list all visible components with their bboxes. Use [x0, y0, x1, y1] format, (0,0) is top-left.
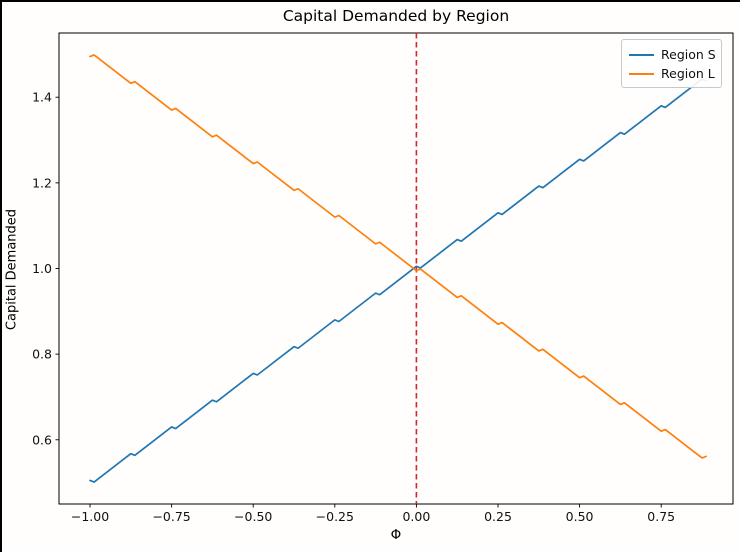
y-tick-label: 0.6: [32, 432, 52, 447]
y-tick-label: 1.0: [32, 261, 52, 276]
x-tick-label: −0.25: [316, 509, 354, 524]
legend-label-region-s: Region S: [661, 47, 716, 62]
x-axis-label: Φ: [390, 527, 402, 543]
x-tick-label: −1.00: [71, 509, 109, 524]
legend-item-region-s: Region S: [629, 45, 716, 64]
legend-item-region-l: Region L: [629, 64, 715, 83]
x-tick-label: −0.75: [152, 509, 190, 524]
legend-label-region-l: Region L: [661, 66, 715, 81]
x-tick-label: 0.25: [484, 509, 512, 524]
chart-title: Capital Demanded by Region: [282, 7, 510, 25]
region-s-line-swatch: [629, 53, 654, 56]
y-axis-label: Capital Demanded: [4, 208, 20, 331]
legend: Region S Region L: [621, 39, 722, 88]
axes-spines: [58, 32, 734, 505]
series-line-region-l: [89, 54, 707, 459]
y-tick-label: 1.2: [32, 175, 52, 190]
y-tick-label: 0.8: [32, 347, 52, 362]
x-tick-label: 0.50: [566, 509, 594, 524]
region-l-line-swatch: [629, 72, 654, 75]
x-tick-label: 0.75: [647, 509, 675, 524]
y-tick-label: 1.4: [32, 90, 52, 105]
series-line-region-s: [89, 78, 707, 483]
x-tick-label: 0.00: [402, 509, 430, 524]
x-tick-label: −0.50: [234, 509, 272, 524]
